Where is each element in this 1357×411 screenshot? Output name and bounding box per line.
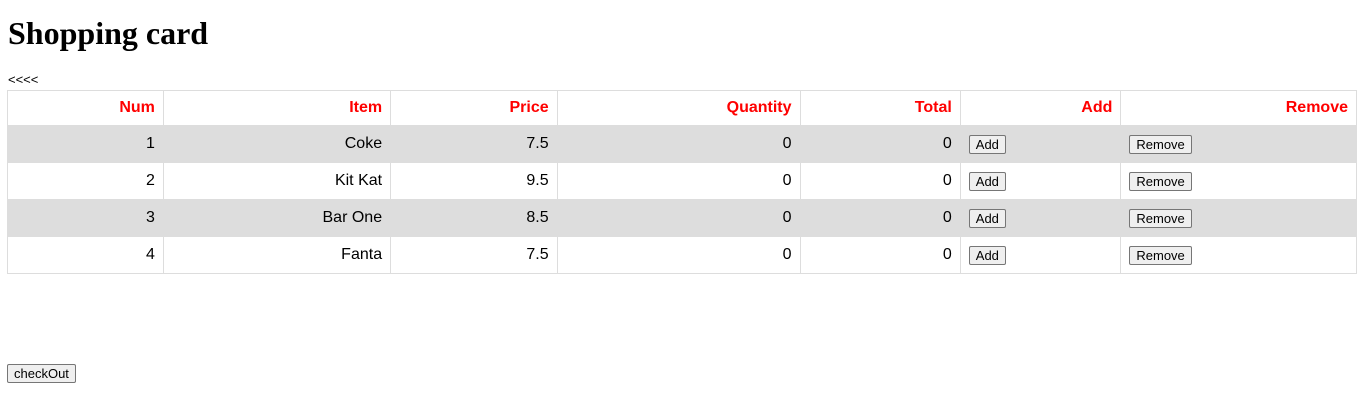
header-add: Add: [959, 90, 1122, 126]
table-row: 2 Kit Kat 9.5 0 0 Add Remove: [7, 162, 1357, 200]
remove-button[interactable]: Remove: [1129, 171, 1192, 191]
cell-quantity: 0: [556, 236, 801, 274]
cell-add: Add: [959, 236, 1122, 274]
cell-total: 0: [799, 199, 961, 237]
cell-quantity: 0: [556, 125, 801, 163]
cell-price: 7.5: [390, 125, 558, 163]
cell-num: 4: [7, 236, 164, 274]
cell-item: Coke: [162, 125, 392, 163]
cell-quantity: 0: [556, 199, 801, 237]
cell-item: Kit Kat: [162, 162, 392, 200]
header-quantity: Quantity: [556, 90, 801, 126]
page-title: Shopping card: [8, 15, 209, 51]
remove-button[interactable]: Remove: [1129, 208, 1192, 228]
cell-total: 0: [799, 162, 961, 200]
remove-button[interactable]: Remove: [1129, 134, 1192, 154]
cart-table: Num Item Price Quantity Total Add Remove…: [7, 90, 1357, 274]
cell-add: Add: [959, 199, 1122, 237]
header-total: Total: [799, 90, 961, 126]
table-header-row: Num Item Price Quantity Total Add Remove: [7, 90, 1357, 126]
add-button[interactable]: Add: [968, 171, 1006, 191]
table-row: 3 Bar One 8.5 0 0 Add Remove: [7, 199, 1357, 237]
cell-add: Add: [959, 162, 1122, 200]
cell-remove: Remove: [1120, 199, 1357, 237]
table-row: 1 Coke 7.5 0 0 Add Remove: [7, 125, 1357, 163]
cell-price: 9.5: [390, 162, 558, 200]
cell-total: 0: [799, 236, 961, 274]
checkout-button[interactable]: checkOut: [7, 364, 76, 383]
cell-num: 2: [7, 162, 164, 200]
cell-remove: Remove: [1120, 236, 1357, 274]
cell-remove: Remove: [1120, 125, 1357, 163]
cell-num: 3: [7, 199, 164, 237]
cell-total: 0: [799, 125, 961, 163]
cell-price: 7.5: [390, 236, 558, 274]
cell-add: Add: [959, 125, 1122, 163]
cell-num: 1: [7, 125, 164, 163]
add-button[interactable]: Add: [968, 208, 1006, 228]
add-button[interactable]: Add: [968, 134, 1006, 154]
header-remove: Remove: [1120, 90, 1357, 126]
header-item: Item: [162, 90, 392, 126]
cell-remove: Remove: [1120, 162, 1357, 200]
header-price: Price: [390, 90, 558, 126]
cell-item: Fanta: [162, 236, 392, 274]
header-num: Num: [7, 90, 164, 126]
cell-item: Bar One: [162, 199, 392, 237]
cell-price: 8.5: [390, 199, 558, 237]
table-row: 4 Fanta 7.5 0 0 Add Remove: [7, 236, 1357, 274]
back-link[interactable]: <<<<: [8, 72, 39, 87]
add-button[interactable]: Add: [968, 245, 1006, 265]
remove-button[interactable]: Remove: [1129, 245, 1192, 265]
cell-quantity: 0: [556, 162, 801, 200]
